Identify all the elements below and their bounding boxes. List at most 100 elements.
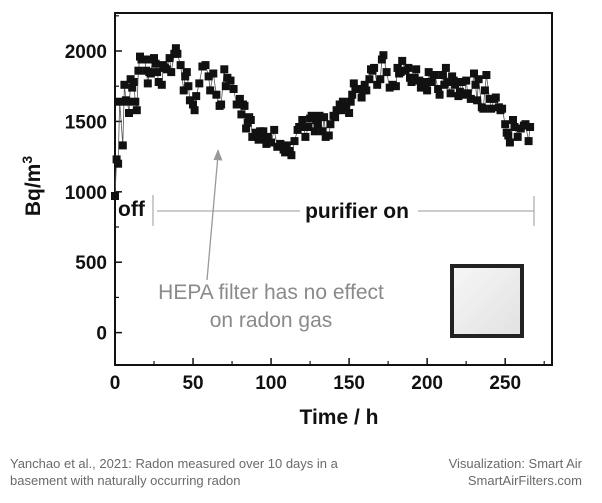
data-point-84 (285, 147, 294, 155)
data-point-99 (318, 127, 327, 136)
visualization-credit: Visualization: Smart Air SmartAirFilters… (362, 455, 582, 489)
data-point-17 (140, 55, 149, 64)
data-point-64 (242, 124, 251, 133)
data-point-132 (391, 82, 400, 91)
data-point-159 (448, 72, 457, 81)
data-point-69 (251, 128, 260, 137)
data-point-57 (226, 76, 235, 85)
data-point-143 (415, 76, 424, 85)
data-point-103 (326, 120, 335, 129)
data-point-140 (407, 78, 416, 86)
data-point-35 (173, 49, 182, 58)
data-point-48 (204, 72, 213, 81)
y-axis-label: Bq/m3 (19, 156, 45, 217)
data-point-147 (423, 86, 432, 95)
data-point-175 (480, 86, 489, 95)
hepa-filter-icon (450, 264, 524, 338)
data-point-1 (112, 155, 121, 164)
source-line-1: Yanchao et al., 2021: Radon measured ove… (10, 456, 338, 471)
data-point-58 (229, 85, 238, 93)
data-point-63 (240, 101, 249, 110)
data-point-167 (463, 89, 472, 98)
data-point-7 (123, 97, 132, 106)
data-point-177 (485, 94, 494, 103)
radon-chart: 0 50 100 150 200 250 0 500 1000 1500 2000 Time / h… (19, 12, 553, 429)
data-point-3 (115, 97, 124, 106)
data-point-89 (298, 116, 307, 124)
data-point-135 (396, 68, 405, 77)
data-point-60 (235, 94, 244, 103)
data-point-94 (307, 111, 316, 120)
data-point-184 (501, 120, 510, 129)
data-point-114 (349, 79, 358, 88)
data-point-148 (424, 68, 433, 77)
data-point-47 (201, 61, 210, 70)
data-point-119 (360, 80, 369, 89)
data-point-163 (455, 87, 464, 96)
data-point-158 (446, 89, 455, 98)
data-point-38 (181, 72, 190, 81)
data-point-138 (404, 63, 413, 72)
data-point-31 (165, 54, 174, 63)
data-point-100 (320, 113, 329, 122)
data-point-110 (342, 103, 350, 112)
data-point-90 (299, 123, 308, 131)
data-point-25 (153, 68, 162, 77)
data-point-14 (134, 66, 143, 75)
data-point-8 (125, 109, 133, 117)
off-label: off (118, 198, 146, 221)
y-tick-label-4: 2000 (65, 42, 107, 63)
data-point-142 (412, 65, 421, 74)
data-point-36 (176, 61, 185, 70)
series-markers (111, 44, 535, 200)
data-point-95 (310, 127, 319, 136)
x-tick-label-5: 250 (489, 373, 521, 394)
data-point-190 (513, 132, 522, 141)
data-point-45 (195, 79, 204, 88)
data-point-121 (365, 75, 374, 84)
y-tick-label-2: 1000 (65, 183, 107, 204)
callout-arrow-line (206, 154, 219, 281)
data-point-83 (282, 141, 291, 150)
data-point-164 (457, 78, 466, 86)
data-point-11 (129, 78, 138, 86)
data-point-27 (157, 80, 166, 89)
source-citation: Yanchao et al., 2021: Radon measured ove… (10, 455, 370, 489)
data-point-30 (162, 65, 171, 74)
data-point-170 (471, 80, 480, 89)
data-point-105 (331, 113, 340, 122)
data-point-174 (479, 104, 488, 113)
data-point-136 (398, 56, 407, 65)
data-point-91 (301, 132, 310, 141)
data-point-5 (120, 80, 129, 89)
data-point-113 (348, 90, 357, 99)
x-tick-label-2: 100 (255, 373, 287, 394)
data-point-92 (304, 123, 313, 131)
data-point-146 (421, 80, 430, 89)
data-point-39 (182, 68, 191, 77)
axis-tick-labels: 0 50 100 150 200 250 0 500 1000 1500 2000 (65, 42, 521, 394)
data-point-23 (150, 54, 158, 63)
data-point-116 (354, 85, 363, 93)
data-point-85 (287, 151, 296, 160)
x-tick-label-1: 50 (182, 373, 203, 394)
data-point-160 (449, 76, 458, 85)
data-point-55 (221, 82, 230, 91)
data-point-151 (430, 71, 439, 79)
data-point-76 (263, 132, 272, 141)
data-point-50 (209, 69, 218, 78)
callout-arrowhead (213, 149, 223, 161)
data-point-161 (451, 80, 460, 89)
data-point-71 (254, 135, 263, 144)
data-point-178 (487, 104, 496, 113)
data-point-109 (338, 97, 347, 106)
data-point-98 (315, 111, 324, 120)
data-point-80 (276, 139, 285, 148)
data-point-133 (393, 63, 402, 72)
y-axis-label-superscript: 3 (19, 156, 35, 164)
data-point-53 (217, 100, 226, 109)
data-point-108 (337, 106, 346, 115)
callout-text-line1: HEPA filter has no effect (158, 281, 384, 304)
data-point-42 (189, 100, 197, 109)
data-point-156 (441, 63, 450, 72)
